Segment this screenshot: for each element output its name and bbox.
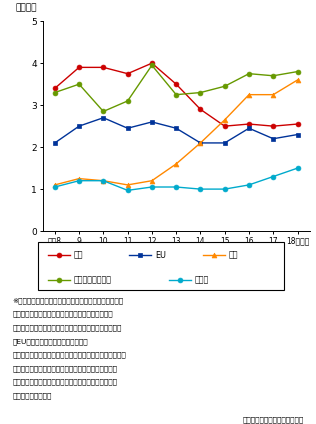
Text: ※　アジア（除中国）は韓国、台湾、シンガポール、マ: ※ アジア（除中国）は韓国、台湾、シンガポール、マ	[12, 297, 124, 304]
Text: アジア（除中国）: アジア（除中国）	[74, 275, 112, 284]
Text: 財務省「貳易統計」により作成: 財務省「貳易統計」により作成	[242, 416, 304, 423]
Text: 半導体等電子部品: 半導体等電子部品	[12, 392, 52, 399]
FancyBboxPatch shape	[38, 242, 284, 290]
Text: 記録媒体（含記録済）、音響・映像機器の部分品、: 記録媒体（含記録済）、音響・映像機器の部分品、	[12, 379, 117, 385]
Text: その他: その他	[194, 275, 209, 284]
Text: の輸出額の合計。その他は輸出総額から米国、中国、: の輸出額の合計。その他は輸出総額から米国、中国、	[12, 324, 122, 331]
Text: EU、アジア（除中国）を引いた値: EU、アジア（除中国）を引いた値	[12, 338, 88, 345]
Text: 音響機器、通信機、電気計測機器、科学光学機器、: 音響機器、通信機、電気計測機器、科学光学機器、	[12, 365, 117, 372]
Text: 情報通信関連財は電算機類（含周辺機器）、映像機器、: 情報通信関連財は電算機類（含周辺機器）、映像機器、	[12, 351, 126, 358]
Text: （兆円）: （兆円）	[16, 4, 38, 13]
Text: 米国: 米国	[74, 251, 83, 260]
Text: レーシア、インドネシア、フィリピン、インドへ: レーシア、インドネシア、フィリピン、インドへ	[12, 311, 113, 318]
Text: EU: EU	[155, 251, 166, 260]
Text: 中国: 中国	[229, 251, 239, 260]
